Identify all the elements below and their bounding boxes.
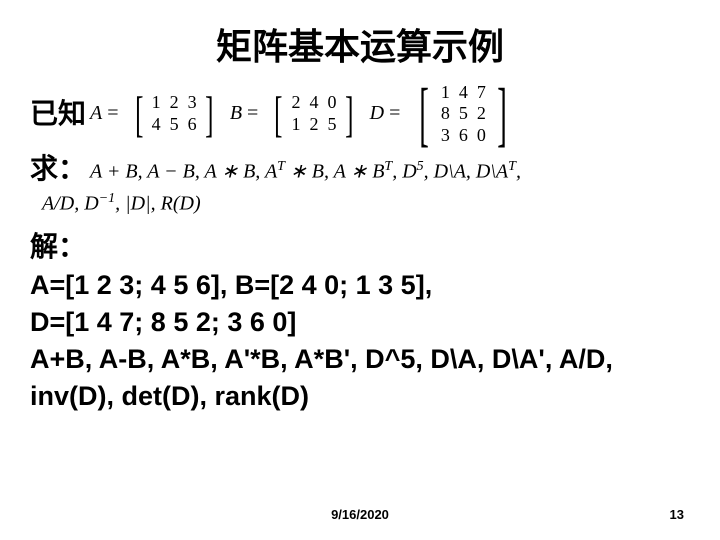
matrix-B: [ 240 125 ]	[270, 89, 357, 139]
solution-line-4: inv(D), det(D), rank(D)	[30, 378, 690, 415]
solution-line-2: D=[1 4 7; 8 5 2; 3 6 0]	[30, 304, 690, 341]
given-label: 已知	[30, 95, 86, 134]
request-expr-1: A + B, A − B, A ∗ B, AT ∗ B, A ∗ BT, D5,…	[90, 157, 521, 186]
matrix-A: [ 123 456 ]	[131, 89, 218, 139]
slide-title: 矩阵基本运算示例	[0, 0, 720, 78]
ask-label: 求：	[30, 150, 86, 189]
slide: 矩阵基本运算示例 已知 A = [ 123 456 ] B = [	[0, 0, 720, 540]
slide-body: 已知 A = [ 123 456 ] B = [ 240 125	[0, 78, 720, 416]
matrix-B-name: B =	[230, 100, 259, 128]
matrix-D: [ 147 852 360 ]	[412, 78, 514, 150]
solve-label: 解：	[30, 228, 690, 267]
solution-line-3: A+B, A-B, A*B, A'*B, A*B', D^5, D\A, D\A…	[30, 341, 690, 378]
solution-line-1: A=[1 2 3; 4 5 6], B=[2 4 0; 1 3 5],	[30, 267, 690, 304]
matrix-A-name: A =	[90, 100, 119, 128]
footer-date: 9/16/2020	[0, 507, 720, 522]
matrix-D-name: D =	[370, 100, 401, 128]
matrix-definitions: A = [ 123 456 ] B = [ 240 125 ]	[90, 78, 516, 150]
solution-block: 解： A=[1 2 3; 4 5 6], B=[2 4 0; 1 3 5], D…	[30, 228, 690, 416]
given-row: 已知 A = [ 123 456 ] B = [ 240 125	[30, 78, 690, 150]
request-expr-2: A/D, D−1, |D|, R(D)	[34, 189, 690, 218]
page-number: 13	[670, 507, 684, 522]
ask-row: 求： A + B, A − B, A ∗ B, AT ∗ B, A ∗ BT, …	[30, 150, 690, 189]
